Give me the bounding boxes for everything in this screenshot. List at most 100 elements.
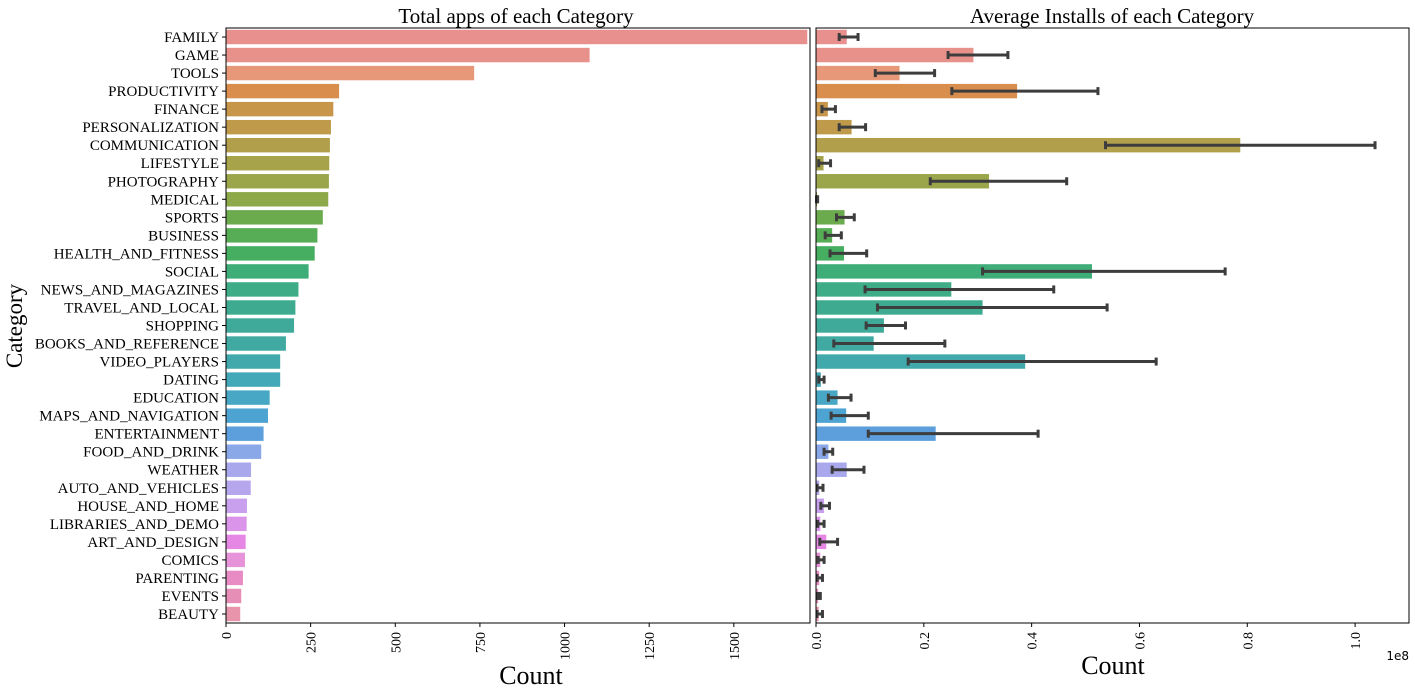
count-bar [226, 174, 329, 189]
installs-error-bar [818, 537, 840, 546]
installs-error-bar [815, 573, 824, 582]
installs-chart-title: Average Installs of each Category [970, 4, 1255, 28]
installs-error-bar [950, 87, 1100, 96]
count-bar [226, 210, 323, 225]
category-tick-label: LIFESTYLE [141, 156, 219, 172]
category-tick-label: EDUCATION [133, 391, 219, 407]
installs-error-bar [816, 519, 826, 528]
installs-error-bar [828, 249, 869, 258]
count-x-tick-label: 500 [389, 632, 404, 653]
count-bar [226, 246, 315, 261]
category-tick-label: HOUSE_AND_HOME [77, 499, 219, 515]
category-tick-label: WEATHER [147, 463, 219, 479]
installs-error-bar [1103, 141, 1377, 150]
count-x-tick-label: 1500 [728, 632, 743, 660]
count-x-axis-label: Count [499, 661, 563, 690]
installs-error-bar [866, 429, 1040, 438]
installs-axis-offset-label: 1e8 [1386, 649, 1409, 663]
count-bar [226, 29, 808, 45]
category-tick-label: COMMUNICATION [90, 138, 219, 154]
count-bar [226, 300, 296, 315]
installs-x-tick-label: 0.0 [810, 632, 825, 650]
installs-error-bar [946, 51, 1010, 60]
count-bar [226, 101, 334, 117]
category-tick-label: EVENTS [162, 589, 220, 605]
category-tick-label: NEWS_AND_MAGAZINES [41, 282, 219, 298]
category-tick-label: ART_AND_DESIGN [87, 535, 219, 551]
installs-error-bar [906, 357, 1158, 366]
category-tick-label: MAPS_AND_NAVIGATION [39, 409, 219, 425]
installs-error-bar [817, 375, 826, 384]
installs-error-bar [822, 447, 835, 456]
count-axes-frame [225, 27, 811, 624]
category-tick-label: AUTO_AND_VEHICLES [58, 481, 219, 497]
count-bar [226, 570, 243, 586]
count-bar [226, 480, 251, 495]
count-bar [226, 119, 331, 135]
installs-error-bar [981, 267, 1227, 276]
count-bar [226, 606, 241, 622]
installs-x-tick-label: 1.0 [1349, 632, 1364, 650]
category-tick-label: FAMILY [164, 30, 219, 46]
count-bar [226, 588, 242, 604]
installs-error-bar [815, 483, 825, 492]
count-bar [226, 426, 264, 441]
category-tick-label: SPORTS [165, 210, 219, 226]
installs-error-bars [815, 33, 1377, 618]
count-bar [226, 534, 246, 550]
category-tick-label: HEALTH_AND_FITNESS [54, 246, 219, 262]
count-chart-panel: Total apps of each Category FAMILY GAME TO… [2, 4, 811, 690]
count-bar [226, 444, 262, 459]
count-bar [226, 228, 318, 243]
count-bar [226, 408, 268, 423]
installs-bar [816, 83, 1018, 99]
installs-error-bar [875, 303, 1109, 312]
installs-error-bar [928, 177, 1069, 186]
installs-chart-panel: Average Installs of each Category 0.0 0.2… [810, 4, 1410, 680]
installs-bar [816, 174, 990, 189]
category-tick-label: COMICS [161, 553, 219, 569]
installs-error-bar [832, 339, 947, 348]
category-tick-label: FINANCE [154, 102, 219, 118]
category-tick-label: SHOPPING [146, 319, 220, 335]
count-bar [226, 318, 295, 333]
count-bar [226, 192, 329, 207]
category-tick-label: DATING [163, 373, 219, 389]
category-tick-label: BOOKS_AND_REFERENCE [35, 337, 219, 353]
count-x-tick-label: 750 [474, 632, 489, 653]
installs-error-bar [823, 231, 843, 240]
installs-error-bar [816, 555, 826, 564]
count-x-tick-label: 1000 [559, 632, 574, 660]
installs-error-bar [834, 213, 856, 222]
installs-x-tick-label: 0.6 [1133, 632, 1148, 650]
installs-error-bar [863, 285, 1056, 294]
category-tick-label: PHOTOGRAPHY [108, 174, 220, 190]
installs-x-tick-label: 0.2 [918, 632, 933, 650]
count-bars [226, 29, 808, 622]
count-bar [226, 65, 475, 81]
installs-error-bar [820, 105, 837, 114]
category-tick-label: TRAVEL_AND_LOCAL [64, 300, 219, 316]
count-bar [226, 137, 330, 153]
installs-x-ticks: 0.0 0.2 0.4 0.6 0.8 1.0 [810, 623, 1364, 650]
category-tick-label: FOOD_AND_DRINK [83, 445, 219, 461]
count-x-tick-label: 1250 [643, 632, 658, 660]
installs-x-tick-label: 0.4 [1026, 632, 1041, 650]
installs-error-bar [837, 33, 860, 42]
category-tick-label: GAME [175, 48, 219, 64]
count-bar [226, 156, 330, 171]
installs-error-bar [815, 195, 820, 204]
category-tick-label: SOCIAL [165, 264, 219, 280]
category-tick-label: PARENTING [135, 571, 219, 587]
installs-bar [816, 119, 852, 135]
count-bar [226, 516, 247, 532]
count-bar [226, 264, 309, 279]
installs-error-bar [829, 411, 870, 420]
installs-error-bar [816, 591, 822, 600]
count-bar [226, 282, 299, 297]
installs-bar [816, 47, 974, 63]
category-tick-label: LIBRARIES_AND_DEMO [50, 517, 219, 533]
category-tick-label: PERSONALIZATION [82, 120, 219, 136]
count-bar [226, 390, 270, 405]
count-bar [226, 552, 245, 568]
